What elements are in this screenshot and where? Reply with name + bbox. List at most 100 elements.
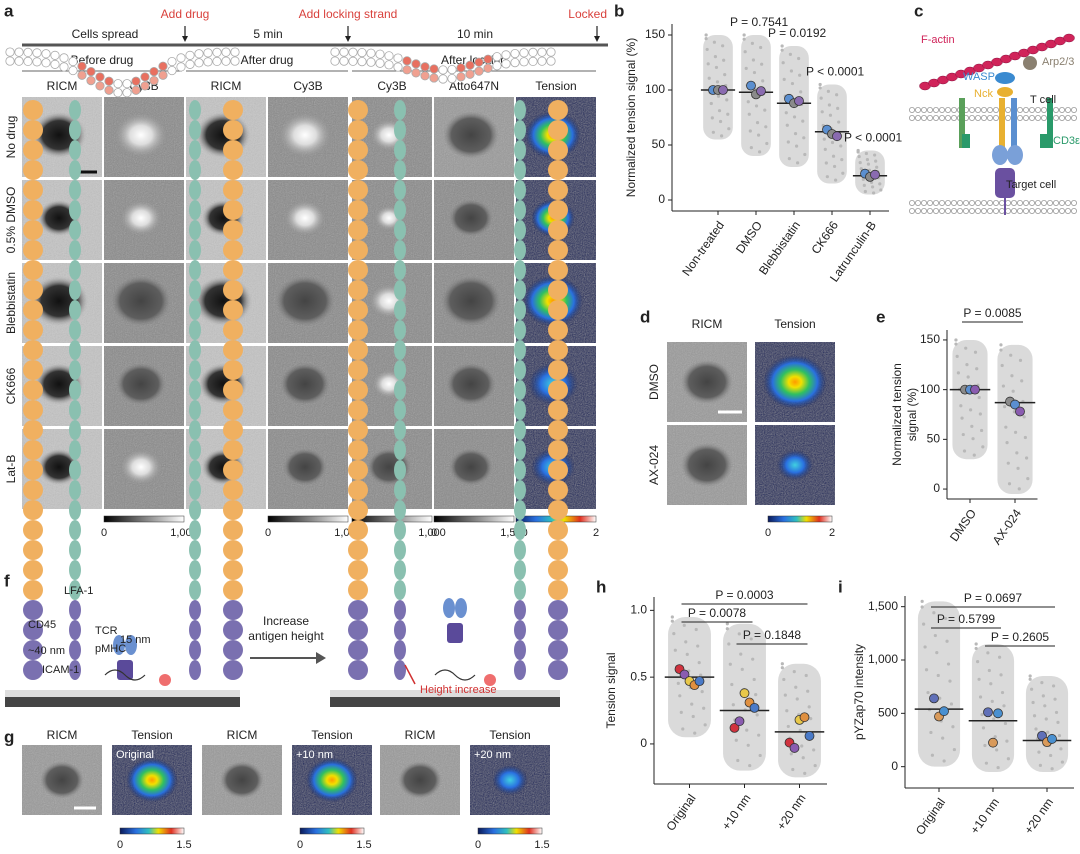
molecule-domain [394,280,406,300]
lipid [993,207,1000,214]
molecule-domain [23,620,43,640]
data-cloud-dot [1037,750,1041,754]
x-tick-label: Original [913,796,948,838]
molecule-domain [394,420,406,440]
molecule-domain [23,280,43,300]
molecule-domain [223,500,243,520]
lipid [993,115,1000,122]
lipid [1041,107,1048,114]
data-cloud-dot [672,632,676,636]
molecule-domain [514,340,526,360]
replicate-mean [988,737,998,748]
data-cloud-dot [725,98,729,102]
lipid [23,47,33,57]
data-cloud-dot [951,725,955,729]
data-cloud-dot [974,646,978,651]
data-cloud-dot [781,61,785,65]
molecule-domain [69,380,81,400]
tcr [443,598,455,618]
molecule-domain [23,260,43,280]
diagram-label: LFA-1 [64,585,93,597]
molecule-domain [69,200,81,220]
molecule-domain [69,480,81,500]
lipid [528,47,538,57]
lipid [915,107,922,114]
data-cloud-dot [946,662,951,666]
data-cloud-dot [757,733,761,737]
cell-image [449,448,493,486]
molecule-domain [69,360,81,380]
molecule-domain [189,300,201,320]
lipid [438,74,448,84]
lipid [41,58,51,68]
molecule-domain [23,120,43,140]
molecule-domain [348,360,368,380]
panel-letter: h [596,577,606,596]
lipid [993,199,1000,206]
molecule-domain [189,660,201,680]
lipid [1023,115,1030,122]
data-cloud-dot [785,123,789,127]
lipid [1059,115,1066,122]
tcr [455,598,467,618]
molecule-domain [394,620,406,640]
molecule-domain [223,420,243,440]
lipid [921,107,928,114]
lipid [23,56,33,66]
molecule-domain [394,180,406,200]
y-tick-label: 150 [645,27,665,41]
lipid [456,63,466,73]
molecule-domain [69,140,81,160]
molecule-domain [189,640,201,660]
lipid [149,76,159,86]
lipid [1071,115,1078,122]
receptor [1047,98,1053,148]
lipid [975,207,982,214]
data-cloud-dot [682,623,686,627]
diagram-label: pMHC [95,643,126,655]
data-cloud-dot [920,599,924,603]
data-cloud-dot [707,76,711,80]
lipid [158,70,168,80]
data-cloud-dot [710,116,714,120]
molecule-domain [348,100,368,120]
molecule-domain [394,600,406,620]
lipid [429,64,439,74]
lipid [492,61,502,71]
molecule-domain [69,100,81,120]
column-label: RICM [405,728,436,742]
data-cloud-dot [1053,697,1057,701]
molecule-domain [548,120,568,140]
y-tick-label: 1,000 [868,652,898,666]
diagram-label: Nck [974,88,993,100]
tcr [113,635,125,655]
lipid [158,61,168,71]
data-cloud-dot [974,642,978,646]
lipid [140,81,150,91]
lipid [339,47,349,57]
receptor [959,98,965,148]
data-cloud [952,339,988,460]
lipid [131,76,141,86]
molecule-domain [394,500,406,520]
data-cloud-dot [822,137,826,141]
data-cloud-dot [743,50,747,54]
replicate-mean [679,669,690,680]
molecule-domain [514,240,526,260]
molecule-domain [348,540,368,560]
molecule-domain [348,300,368,320]
data-cloud-dot [1028,674,1032,678]
data-cloud-dot [787,157,791,161]
lipid [969,107,976,114]
lipid [915,115,922,122]
data-cloud-dot [748,763,752,768]
lipid [95,72,105,82]
event-label: Add locking strand [299,7,398,21]
lipid [933,199,940,206]
molecule-domain [514,660,526,680]
molecule-domain [514,520,526,540]
data-cloud-dot [725,622,729,626]
molecule-domain [394,580,406,600]
molecule-domain [548,540,568,560]
data-cloud-dot [948,679,952,683]
